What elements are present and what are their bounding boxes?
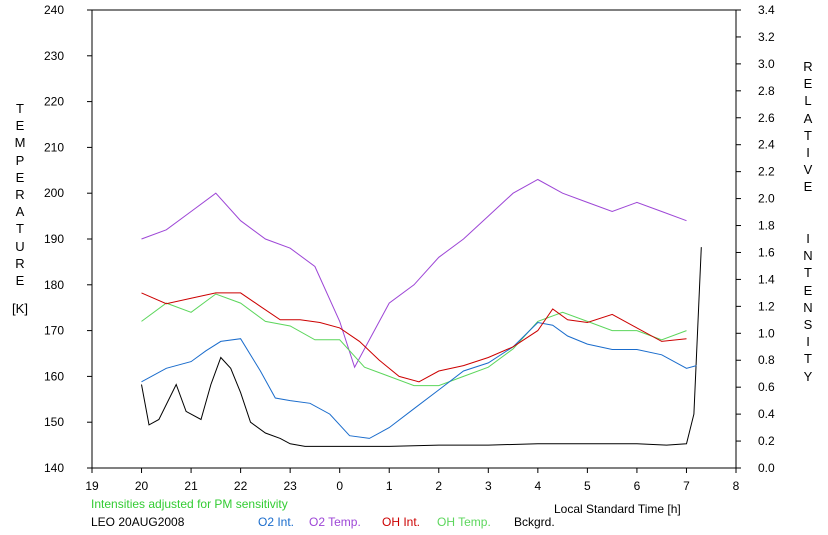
x-tick-label: 22 xyxy=(234,479,248,493)
x-tick-label: 0 xyxy=(336,479,343,493)
legend-bckgrd: Bckgrd. xyxy=(514,515,555,529)
legend-oh-int: OH Int. xyxy=(382,515,421,529)
x-tick-label: 6 xyxy=(634,479,641,493)
y-right-tick-label: 2.8 xyxy=(758,84,775,98)
y-right-tick-label: 2.2 xyxy=(758,165,775,179)
station-date-label: LEO 20AUG2008 xyxy=(91,515,185,529)
legend-o2-temp: O2 Temp. xyxy=(309,515,361,529)
y-left-tick-label: 200 xyxy=(44,186,64,200)
y-left-tick-label: 170 xyxy=(44,324,64,338)
y-left-tick-label: 220 xyxy=(44,95,64,109)
series-line-o2-int xyxy=(141,321,697,439)
x-tick-label: 2 xyxy=(435,479,442,493)
ticks-layer: 19 20 21 22 23 0 1 2 3 4 5 6 7 8140150160170180190200… xyxy=(44,3,775,493)
legend-o2-int: O2 Int. xyxy=(258,515,295,529)
y-right-tick-label: 1.0 xyxy=(758,326,775,340)
y-left-tick-label: 190 xyxy=(44,232,64,246)
y-right-tick-label: 1.4 xyxy=(758,272,775,286)
legend-oh-temp: OH Temp. xyxy=(437,515,491,529)
y-right-tick-label: 3.4 xyxy=(758,3,775,17)
y-right-tick-label: 2.0 xyxy=(758,192,775,206)
y-left-axis-unit: [K] xyxy=(12,301,28,316)
y-left-tick-label: 140 xyxy=(44,461,64,475)
y-right-tick-label: 0.6 xyxy=(758,380,775,394)
series-line-oh-temp xyxy=(141,293,687,387)
x-tick-label: 21 xyxy=(184,479,198,493)
y-left-tick-label: 180 xyxy=(44,278,64,292)
y-left-tick-label: 240 xyxy=(44,3,64,17)
x-tick-label: 20 xyxy=(135,479,149,493)
y-left-tick-label: 150 xyxy=(44,415,64,429)
x-tick-label: 5 xyxy=(584,479,591,493)
y-right-tick-label: 3.0 xyxy=(758,57,775,71)
y-right-tick-label: 0.8 xyxy=(758,353,775,367)
sensitivity-note: Intensities adjusted for PM sensitivity xyxy=(91,497,288,511)
series-line-o2-temp xyxy=(141,178,687,369)
x-tick-label: 1 xyxy=(386,479,393,493)
plot-area-frame xyxy=(91,9,737,469)
series-layer xyxy=(141,178,702,447)
y-right-tick-label: 0.4 xyxy=(758,407,775,421)
y-right-tick-label: 3.2 xyxy=(758,30,775,44)
y-right-tick-label: 0.2 xyxy=(758,434,775,448)
y-left-tick-label: 230 xyxy=(44,49,64,63)
y-right-tick-label: 1.2 xyxy=(758,299,775,313)
y-right-tick-label: 0.0 xyxy=(758,461,775,475)
y-left-tick-label: 210 xyxy=(44,140,64,154)
y-right-tick-label: 2.6 xyxy=(758,111,775,125)
x-tick-label: 3 xyxy=(485,479,492,493)
x-tick-label: 7 xyxy=(683,479,690,493)
series-line-oh-int xyxy=(141,292,687,383)
y-left-tick-label: 160 xyxy=(44,369,64,383)
y-right-tick-label: 2.4 xyxy=(758,138,775,152)
x-tick-label: 8 xyxy=(733,479,740,493)
series-line-bckgrd xyxy=(141,247,702,447)
y-right-tick-label: 1.6 xyxy=(758,245,775,259)
x-tick-label: 4 xyxy=(535,479,542,493)
x-tick-label: 19 xyxy=(85,479,99,493)
x-tick-label: 23 xyxy=(283,479,297,493)
x-axis-title: Local Standard Time [h] xyxy=(554,502,681,516)
y-right-tick-label: 1.8 xyxy=(758,219,775,233)
